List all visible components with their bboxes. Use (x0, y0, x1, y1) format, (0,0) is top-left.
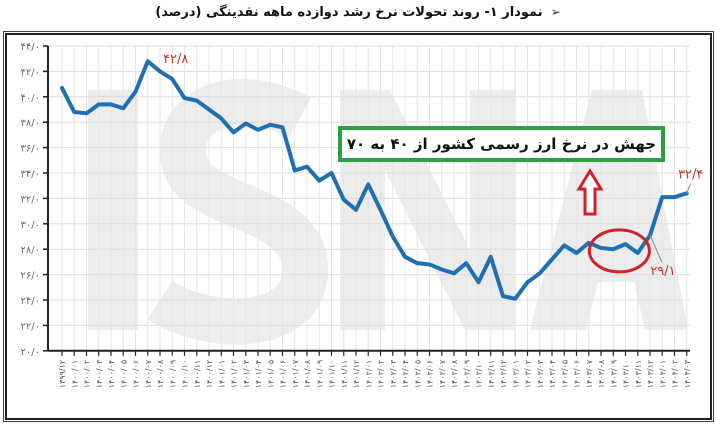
x-tick-label: ۱۴۰۴/۰۱ (658, 360, 667, 388)
x-tick-label: ۱۴۰۱/۰۳ (242, 359, 251, 388)
data-label: ۳۲/۴ (678, 167, 703, 182)
x-tick-label: ۱۴۰۳/۰۶ (573, 360, 582, 388)
x-tick-label: ۱۴۰۲/۰۴ (401, 360, 410, 388)
x-tick-label: ۱۴۰۱/۰۶ (279, 360, 288, 388)
y-tick-label: ۴۰/۰ (21, 93, 40, 104)
x-tick-label: ۱۴۰۲/۰۸ (450, 359, 459, 388)
x-tick-label: ۱۴۰۲/۱۲ (499, 360, 508, 388)
highlight-ellipse (587, 228, 651, 274)
x-tick-label: ۱۴۰۲/۰۶ (426, 360, 435, 388)
x-tick-label: ۱۴۰۴/۰۲ (671, 360, 680, 388)
y-tick-label: ۳۶/۰ (21, 144, 40, 155)
x-tick-label: ۱۴۰۳/۰۵ (560, 360, 569, 388)
y-tick-label: ۴۴/۰ (21, 42, 40, 53)
x-tick-label: ۱۴۰۳/۰۷ (585, 359, 594, 388)
data-label: ۲۹/۱ (650, 264, 675, 279)
x-tick-label: ۱۴۰۳/۰۸ (597, 359, 606, 388)
x-tick-label: ۱۴۰۰/۰۱ (70, 360, 79, 388)
y-tick-label: ۴۲/۰ (21, 67, 40, 78)
x-tick-label: ۱۴۰۱/۰۴ (254, 360, 263, 388)
x-tick-label: ۱۴۰۳/۰۹ (609, 360, 618, 388)
series-line (60, 59, 689, 301)
x-tick-label: ۱۴۰۱/۰۸ (303, 359, 312, 388)
y-tick-label: ۲۸/۰ (21, 245, 40, 256)
chart-title-text: نمودار ۱- روند تحولات نرخ رشد دوازده ماه… (155, 5, 543, 20)
x-tick-label: ۱۴۰۱/۰۹ (315, 360, 324, 388)
chart-frame (5, 33, 712, 420)
x-tick-label: ۱۴۰۲/۰۷ (438, 359, 447, 388)
label-pointer (686, 183, 692, 194)
x-tick-label: ۱۴۰۱/۱۰ (328, 360, 337, 388)
x-tick-label: ۱۴۰۲/۰۵ (413, 360, 422, 388)
x-tick-label: ۱۴۰۰/۱۰ (181, 360, 190, 388)
x-tick-label: ۱۴۰۳/۱۲ (646, 360, 655, 388)
x-tick-label: ۱۴۰۳/۱۱ (634, 360, 643, 388)
x-tick-label: ۱۴۰۲/۱۰ (475, 360, 484, 388)
y-tick-label: ۲۴/۰ (21, 296, 40, 307)
x-tick-label: ۱۴۰۰/۰۶ (132, 360, 141, 388)
x-tick-label: ۱۴۰۰/۱۱ (193, 360, 202, 388)
y-tick-label: ۲۰/۰ (21, 347, 40, 358)
x-tick-label: ۱۴۰۰/۰۳ (95, 359, 104, 388)
x-tick-label: ۱۴۰۱/۰۵ (266, 360, 275, 388)
x-tick-label: ۱۴۰۰/۰۹ (168, 360, 177, 388)
x-tick-label: ۱۴۰۱/۰۷ (291, 359, 300, 388)
x-tick-label: ۱۴۰۰/۰۴ (107, 360, 116, 388)
x-tick-label: ۱۴۰۲/۰۲ (377, 360, 386, 388)
y-tick-label: ۳۰/۰ (21, 220, 40, 231)
x-tick-label: ۱۴۰۳/۰۴ (548, 360, 557, 388)
x-tick-label: ۱۴۰۰/۱۲ (205, 360, 214, 388)
watermark-letter-i (88, 90, 138, 330)
bullet-arrow-icon: ➢ (550, 5, 561, 19)
x-tick-label: ۱۴۰۳/۰۳ (536, 359, 545, 388)
x-tick-label: ۱۴۰۳/۰۲ (524, 360, 533, 388)
up-arrow-icon (576, 168, 604, 216)
chart-title: ➢ نمودار ۱- روند تحولات نرخ رشد دوازده ما… (0, 5, 716, 20)
x-tick-label: ۱۴۰۰/۰۷ (144, 359, 153, 388)
x-tick-label: ۱۴۰۱/۱۱ (340, 360, 349, 388)
annotation-box: جهش در نرخ ارز رسمی کشور از ۴۰ به ۷۰ (338, 126, 665, 162)
y-tick-label: ۲۶/۰ (21, 271, 40, 282)
y-tick-label: ۲۲/۰ (21, 321, 40, 332)
x-tick-label: ۱۴۰۱/۰۲ (230, 360, 239, 388)
y-tick-label: ۳۲/۰ (21, 194, 40, 205)
x-tick-label: ۱۴۰۲/۰۱ (364, 360, 373, 388)
data-label: ۴۲/۸ (163, 52, 188, 67)
x-tick-label: ۱۴۰۳/۰۱ (511, 360, 520, 388)
x-tick-label: ۱۴۰۲/۱۱ (487, 360, 496, 388)
x-tick-label: ۱۴۰۲/۰۳ (389, 359, 398, 388)
label-pointer (649, 234, 663, 263)
x-tick-label: ۱۴۰۳/۱۰ (622, 360, 631, 388)
x-tick-label: ۱۴۰۱/۱۲ (352, 360, 361, 388)
x-tick-label: ۱۴۰۰/۰۵ (119, 360, 128, 388)
y-tick-label: ۳۴/۰ (21, 169, 40, 180)
x-tick-label: ۱۴۰۰/۰۲ (83, 360, 92, 388)
x-tick-label: ۱۴۰۲/۰۹ (462, 360, 471, 388)
y-tick-label: ۳۸/۰ (21, 118, 40, 129)
x-tick-label: ۱۴۰۰/۰۸ (156, 359, 165, 388)
x-tick-label: ۱۳۹۹/۱۲ (58, 360, 67, 388)
x-tick-label: ۱۴۰۴/۰۳ (683, 359, 692, 388)
x-tick-label: ۱۴۰۱/۰۱ (217, 360, 226, 388)
